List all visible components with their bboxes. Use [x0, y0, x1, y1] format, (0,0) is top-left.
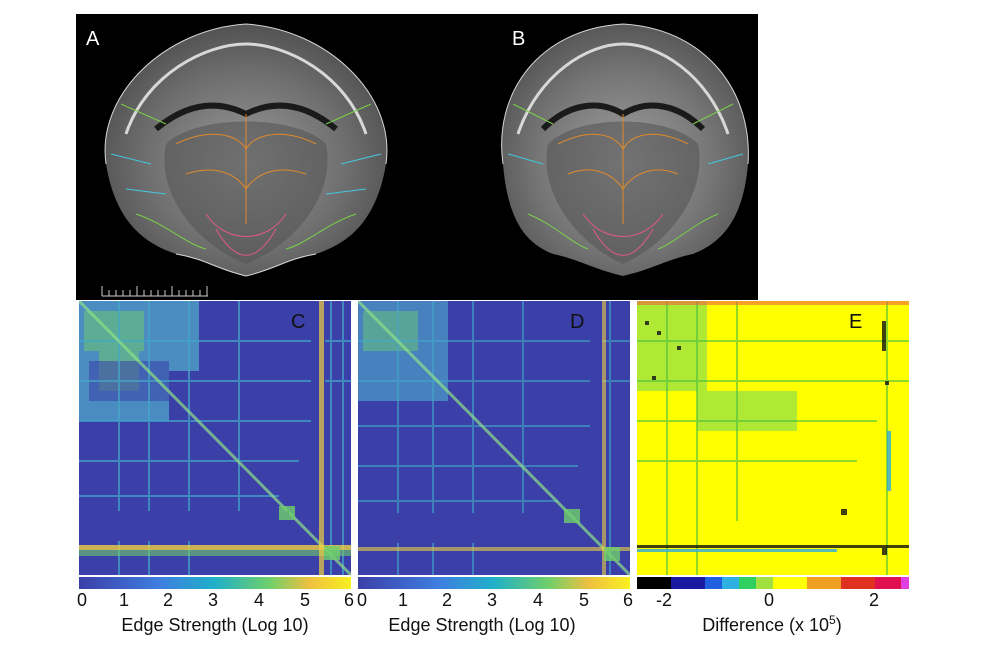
- matrix-e-image: [637, 301, 909, 575]
- axis-label-e-main: Difference (x 10: [702, 615, 830, 635]
- axis-label-e: Difference (x 105): [702, 613, 842, 636]
- colorbar-d-gradient: [358, 577, 630, 589]
- tick-c-2: 2: [162, 590, 174, 610]
- brain-section-a-image: [101, 23, 388, 297]
- axis-label-e-close: ): [835, 615, 842, 635]
- tick-c-0: 0: [76, 590, 88, 610]
- axis-label-c: Edge Strength (Log 10): [121, 615, 309, 635]
- brain-section-panel-b: B: [418, 14, 758, 300]
- panel-label-c: C: [291, 311, 306, 333]
- panel-label-e: E: [849, 311, 863, 333]
- tick-d-0: 0: [356, 590, 368, 610]
- tick-c-4: 4: [253, 590, 265, 610]
- tick-d-5: 5: [578, 590, 590, 610]
- tick-c-5: 5: [299, 590, 311, 610]
- colorbar-e: [637, 577, 909, 589]
- tick-c-1: 1: [118, 590, 130, 610]
- colorbar-c-gradient: [79, 577, 351, 589]
- tick-d-2: 2: [441, 590, 453, 610]
- tick-e-0: -2: [655, 590, 673, 610]
- brain-section-b-image: [501, 23, 749, 276]
- axis-label-d: Edge Strength (Log 10): [388, 615, 576, 635]
- panel-label-d: D: [570, 311, 585, 333]
- panel-label-b: B: [512, 28, 526, 50]
- tick-c-3: 3: [207, 590, 219, 610]
- colorbar-c: [79, 577, 351, 589]
- connectivity-matrix-d: D: [358, 301, 630, 575]
- axis-label-e-exponent: 5: [829, 613, 836, 627]
- tick-e-2: 2: [868, 590, 880, 610]
- brain-section-panel-a: A: [76, 14, 418, 300]
- connectivity-matrix-c: C: [79, 301, 351, 575]
- tick-d-3: 3: [486, 590, 498, 610]
- tick-d-1: 1: [397, 590, 409, 610]
- panel-label-a: A: [86, 28, 100, 50]
- tick-d-4: 4: [532, 590, 544, 610]
- tick-c-6: 6: [343, 590, 355, 610]
- tick-d-6: 6: [622, 590, 634, 610]
- difference-matrix-e: E: [637, 301, 909, 575]
- tick-e-1: 0: [763, 590, 775, 610]
- matrix-d-image: [358, 301, 630, 575]
- matrix-c-image: [79, 301, 351, 575]
- colorbar-e-steps: [637, 577, 909, 589]
- colorbar-d: [358, 577, 630, 589]
